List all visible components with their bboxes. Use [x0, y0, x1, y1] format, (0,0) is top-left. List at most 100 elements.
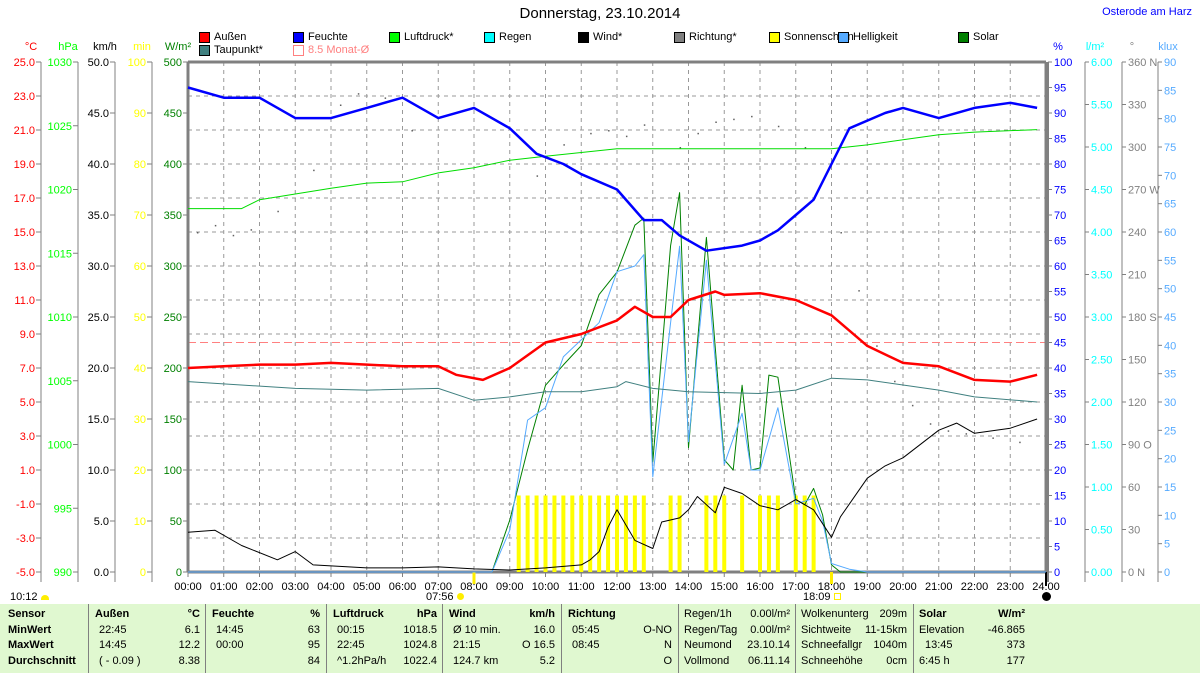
- stats-cell: °C: [187, 608, 200, 620]
- press-axis-tick-label: 1010: [48, 312, 72, 324]
- series-line-luftdruck: [188, 129, 1038, 210]
- solar-axis-tick-label: 400: [164, 159, 182, 171]
- sun-axis-tick-label: 0: [140, 567, 146, 579]
- stats-cell: 14:45: [99, 639, 127, 651]
- legend-label: Außen: [214, 31, 247, 43]
- temp-axis-tick-label: 13.0: [14, 261, 35, 273]
- lux-axis-tick-label: 85: [1164, 85, 1176, 97]
- hum-axis-tick-label: 5: [1054, 542, 1060, 554]
- stats-cell: O-NO: [643, 624, 672, 636]
- sunshine-bar: [641, 495, 646, 572]
- direction-point: [840, 232, 842, 234]
- direction-point: [894, 380, 896, 383]
- press-axis-tick-label: 1000: [48, 440, 72, 452]
- rain-axis-tick-label: 6.00: [1091, 57, 1112, 69]
- wind-axis-tick-label: 35.0: [88, 210, 109, 222]
- stats-cell: 95: [307, 639, 320, 651]
- x-tick-label: 06:00: [389, 581, 417, 593]
- solar-axis-tick-label: 0: [176, 567, 182, 579]
- direction-point: [777, 125, 780, 128]
- lux-axis-tick-label: 55: [1164, 255, 1176, 267]
- x-tick-label: 23:00: [996, 581, 1024, 593]
- legend-item[interactable]: Taupunkt*: [199, 44, 263, 56]
- direction-point: [992, 437, 994, 439]
- sunshine-bar: [570, 495, 575, 572]
- stats-cell: 124.7 km: [453, 655, 499, 667]
- legend-item[interactable]: Sonnenschein: [769, 31, 854, 43]
- x-tick-label: 04:00: [317, 581, 345, 593]
- x-tick-label: 21:00: [925, 581, 953, 593]
- legend-item[interactable]: 8.5 Monat-Ø: [293, 44, 369, 56]
- solar-axis-tick-label: 300: [164, 261, 182, 273]
- lux-axis-tick-label: 40: [1164, 340, 1176, 352]
- direction-point: [563, 144, 565, 146]
- stats-cell: N: [664, 639, 672, 651]
- temp-axis-unit: °C: [25, 41, 37, 53]
- sunshine-bar: [668, 495, 673, 572]
- legend-item[interactable]: Helligkeit: [838, 31, 898, 43]
- sunshine-bar: [677, 495, 682, 572]
- dir-axis-tick-label: 330: [1128, 100, 1146, 112]
- legend-label: Feuchte: [308, 31, 348, 43]
- direction-point: [214, 224, 217, 227]
- temp-axis-tick-label: -5.0: [16, 567, 35, 579]
- hum-axis-tick-label: 60: [1054, 261, 1066, 273]
- x-tick-label: 08:00: [460, 581, 488, 593]
- direction-point: [804, 147, 807, 149]
- hum-axis-tick-label: 40: [1054, 363, 1066, 375]
- series-line-feuchte: [187, 86, 1038, 252]
- rain-axis-tick-label: 4.50: [1091, 185, 1112, 197]
- rain-axis-tick-label: 2.50: [1091, 355, 1112, 367]
- series-line-solar: [188, 192, 1046, 573]
- legend-swatch: [293, 44, 304, 56]
- press-axis-tick-label: 1025: [48, 121, 72, 133]
- legend-swatch: [769, 31, 780, 43]
- rain-axis-tick-label: 1.50: [1091, 440, 1112, 452]
- stats-cell: 1040m: [873, 639, 907, 651]
- stats-cell: 00:00: [216, 639, 244, 651]
- stats-cell: 6:45 h: [919, 655, 950, 667]
- solar-axis-tick-label: 350: [164, 210, 182, 222]
- sun-axis-tick-label: 10: [134, 516, 146, 528]
- direction-point: [876, 345, 878, 347]
- hum-axis-tick-label: 30: [1054, 414, 1066, 426]
- stats-cell: Feuchte: [212, 608, 255, 620]
- legend-item[interactable]: Feuchte: [293, 31, 348, 43]
- stats-cell: 00:15: [337, 624, 365, 636]
- stats-cell: 373: [1006, 639, 1025, 651]
- lux-axis-tick-label: 70: [1164, 170, 1176, 182]
- legend-label: 8.5 Monat-Ø: [308, 44, 370, 56]
- hum-axis-tick-label: 45: [1054, 338, 1066, 350]
- lux-axis-tick-label: 20: [1164, 454, 1176, 466]
- direction-point: [1019, 441, 1021, 444]
- legend-swatch: [389, 31, 400, 43]
- direction-point: [965, 433, 968, 435]
- column-separator: [561, 604, 562, 673]
- legend-item[interactable]: Solar: [958, 31, 999, 43]
- wind-axis-tick-label: 25.0: [88, 312, 109, 324]
- direction-point: [911, 404, 914, 407]
- stats-cell: -46.865: [987, 624, 1025, 636]
- stats-cell: 0.00l/m²: [750, 624, 790, 636]
- stats-cell: Elevation: [919, 624, 965, 636]
- rain-axis-tick-label: 0.00: [1091, 567, 1112, 579]
- chart-title: Donnerstag, 23.10.2014: [519, 5, 681, 22]
- dir-axis-tick-label: 240: [1128, 227, 1146, 239]
- press-axis-tick-label: 1020: [48, 185, 72, 197]
- legend-item[interactable]: Luftdruck*: [389, 31, 454, 43]
- moonrise-marker: 10:12: [10, 591, 49, 603]
- weather-chart: 00:00 01:00 02:00 03:00 04:00 05:00 06:00 07:00…: [14, 41, 1179, 593]
- legend-item[interactable]: Außen: [199, 31, 246, 43]
- statistics-panel: Sensor MinWert MaxWert Durchschnitt Außen °C 2…: [0, 604, 1200, 673]
- x-tick-label: 19:00: [853, 581, 881, 593]
- direction-point: [751, 115, 753, 118]
- x-tick-label: 24:00: [1032, 581, 1060, 593]
- press-axis-tick-label: 1005: [48, 376, 72, 388]
- legend-item[interactable]: Wind*: [578, 31, 622, 43]
- legend-item[interactable]: Regen: [484, 31, 531, 43]
- direction-point: [196, 232, 199, 234]
- legend-swatch: [674, 31, 685, 43]
- stats-cell: 1018.5: [403, 624, 437, 636]
- legend-label: Solar: [973, 31, 999, 43]
- legend-item[interactable]: Richtung*: [674, 31, 737, 43]
